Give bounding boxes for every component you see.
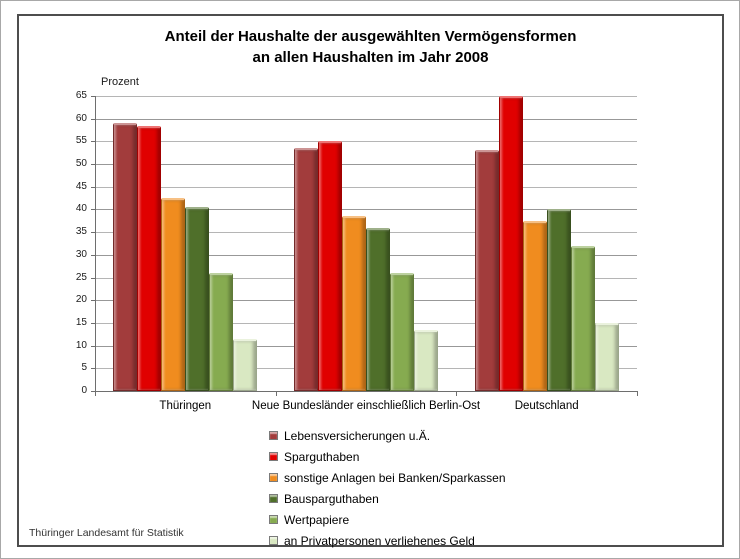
chart-title-line1: Anteil der Haushalte der ausgewählten Ve…	[164, 28, 577, 45]
gridline	[95, 141, 637, 143]
bar-Thüringen-an Privatpersonen verliehenes Geld	[233, 338, 258, 391]
y-axis-tick	[91, 164, 95, 166]
bar-Thüringen-Lebensversicherungen u.Ä.	[113, 123, 138, 391]
legend-color-swatch	[269, 536, 278, 545]
bar-Deutschland-Bausparguthaben	[546, 209, 571, 391]
y-axis-tick-label: 0	[81, 385, 87, 396]
y-axis-tick-label: 35	[75, 226, 87, 238]
legend-item: Bausparguthaben	[269, 488, 506, 509]
legend-color-swatch	[269, 515, 278, 524]
gridline	[95, 186, 637, 188]
chart-legend: Lebensversicherungen u.Ä. Sparguthaben son…	[269, 425, 506, 551]
chart-title: Anteil der Haushalte der ausgewählten Ve…	[19, 26, 722, 68]
legend-item: Sparguthaben	[269, 446, 506, 467]
category-label: Deutschland	[514, 400, 579, 412]
y-axis-tick	[91, 322, 95, 324]
legend-color-swatch	[269, 473, 278, 482]
bar-Neue Bundesländer einschließlich Berlin-Ost-Sparguthaben	[318, 141, 342, 391]
bar-Thüringen-Bausparguthaben	[185, 207, 210, 391]
y-axis-tick	[91, 391, 95, 392]
bar-Neue Bundesländer einschließlich Berlin-Ost-Lebensversicherungen u.Ä.	[294, 148, 318, 391]
y-axis-tick-label: 10	[75, 339, 87, 351]
source-note: Thüringer Landesamt für Statistik	[29, 527, 184, 539]
bar-Neue Bundesländer einschließlich Berlin-Ost-sonstige Anlagen bei Banken/Sparkassen	[342, 216, 366, 391]
y-axis-tick	[91, 277, 95, 279]
bar-Deutschland-an Privatpersonen verliehenes Geld	[594, 322, 619, 391]
y-axis-tick-label: 40	[75, 203, 87, 215]
legend-label: Wertpapiere	[284, 512, 350, 527]
chart-frame: Anteil der Haushalte der ausgewählten Ve…	[17, 14, 724, 548]
x-axis-tick	[637, 392, 638, 396]
bar-Deutschland-Sparguthaben	[498, 96, 523, 391]
bar-Thüringen-sonstige Anlagen bei Banken/Sparkassen	[161, 198, 186, 391]
x-axis-tick	[456, 392, 458, 396]
y-axis-tick-label: 15	[75, 316, 87, 328]
bar-Thüringen-Sparguthaben	[137, 125, 162, 391]
legend-label: sonstige Anlagen bei Banken/Sparkassen	[284, 470, 506, 485]
y-axis-tick	[91, 96, 95, 97]
bar-Deutschland-Wertpapiere	[570, 245, 595, 391]
y-axis-tick	[91, 232, 95, 234]
category-label: Neue Bundesländer einschließlich Berlin-…	[251, 400, 481, 412]
x-axis-tick	[95, 392, 96, 396]
y-axis-tick-label: 30	[75, 248, 87, 260]
y-axis-tick-label: 50	[75, 158, 87, 170]
x-axis-tick	[275, 392, 277, 396]
legend-color-swatch	[269, 494, 278, 503]
bar-Neue Bundesländer einschließlich Berlin-Ost-Wertpapiere	[390, 273, 414, 391]
legend-label: Bausparguthaben	[284, 491, 379, 506]
y-axis-tick-label: 5	[81, 362, 87, 374]
category-label: Thüringen	[159, 400, 212, 412]
y-axis-tick-label: 65	[75, 90, 87, 101]
x-axis-line	[95, 391, 638, 392]
legend-item: Wertpapiere	[269, 509, 506, 530]
legend-color-swatch	[269, 452, 278, 461]
y-axis-tick	[91, 118, 95, 120]
bar-Thüringen-Wertpapiere	[209, 273, 234, 391]
bar-Deutschland-Lebensversicherungen u.Ä.	[474, 150, 499, 391]
y-axis-tick	[91, 300, 95, 302]
gridline	[95, 118, 637, 120]
y-axis-tick-label: 45	[75, 180, 87, 192]
chart-title-line2: an allen Haushalten im Jahr 2008	[252, 49, 489, 66]
legend-label: Lebensversicherungen u.Ä.	[284, 428, 431, 443]
gridline	[95, 164, 637, 166]
y-axis-tick	[91, 345, 95, 347]
y-axis-tick-label: 20	[75, 294, 87, 306]
y-axis-line	[95, 96, 96, 391]
plot-area: 0 5 10 15 20 25 30 35 40 45 50 55 60 65 Thüringen Neue …	[19, 16, 722, 545]
legend-item: an Privatpersonen verliehenes Geld	[269, 530, 506, 551]
bar-Neue Bundesländer einschließlich Berlin-Ost-Bausparguthaben	[366, 227, 390, 391]
y-axis-title: Prozent	[101, 76, 139, 88]
legend-item: Lebensversicherungen u.Ä.	[269, 425, 506, 446]
legend-color-swatch	[269, 431, 278, 440]
legend-item: sonstige Anlagen bei Banken/Sparkassen	[269, 467, 506, 488]
y-axis-tick	[91, 141, 95, 143]
gridline	[95, 209, 637, 211]
y-axis-tick-label: 25	[75, 271, 87, 283]
legend-label: Sparguthaben	[284, 449, 360, 464]
gridline	[95, 96, 637, 97]
y-axis-tick	[91, 368, 95, 370]
bar-Neue Bundesländer einschließlich Berlin-Ost-an Privatpersonen verliehenes Geld	[414, 329, 438, 391]
y-axis-tick	[91, 209, 95, 211]
y-axis-tick-label: 55	[75, 135, 87, 147]
y-axis-tick	[91, 254, 95, 256]
legend-label: an Privatpersonen verliehenes Geld	[284, 533, 475, 548]
y-axis-tick	[91, 186, 95, 188]
y-axis-tick-label: 60	[75, 112, 87, 124]
bar-Deutschland-sonstige Anlagen bei Banken/Sparkassen	[522, 220, 547, 391]
